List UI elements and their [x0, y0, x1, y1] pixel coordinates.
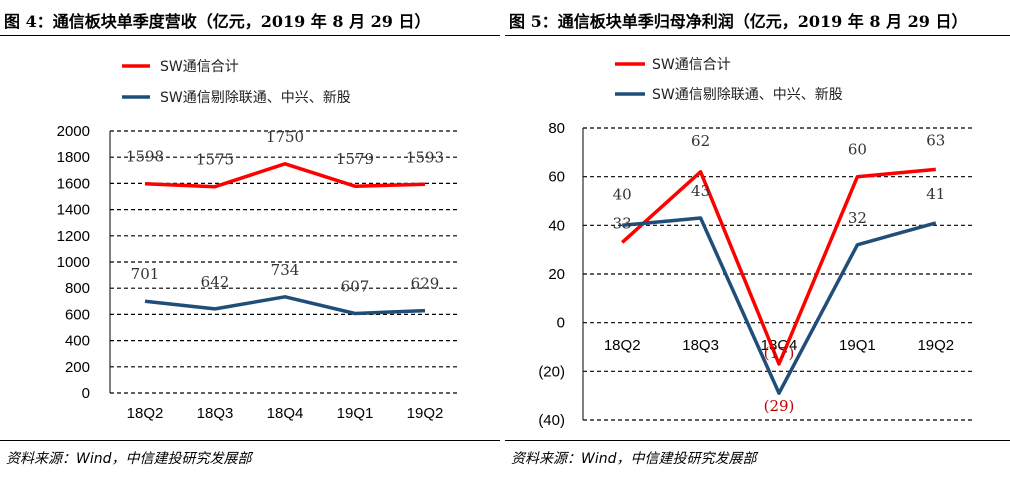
y-tick-label: 2000 — [57, 123, 90, 140]
x-tick-label: 18Q4 — [267, 405, 304, 422]
data-label: 32 — [848, 209, 867, 227]
figure-4-title: 图 4：通信板块单季度营收（亿元，2019 年 8 月 29 日） — [4, 12, 431, 31]
y-tick-label: 80 — [548, 120, 565, 137]
series-line — [621, 167, 936, 366]
data-label: 1598 — [126, 148, 164, 166]
data-label: 43 — [691, 182, 710, 200]
y-tick-label: 40 — [548, 217, 565, 234]
y-tick-label: 1800 — [57, 149, 90, 166]
y-tick-label: 20 — [548, 266, 565, 283]
figure-5-title-rule — [505, 35, 1010, 36]
data-label: 1750 — [266, 128, 304, 146]
y-tick-label: 1000 — [57, 254, 90, 271]
data-label: 629 — [411, 275, 440, 293]
figure-5-bottom-rule — [505, 440, 1010, 441]
y-tick-label: 600 — [65, 306, 90, 323]
x-tick-label: 18Q3 — [682, 337, 719, 354]
data-label: 1593 — [406, 148, 444, 166]
figure-5-title: 图 5：通信板块单季归母净利润（亿元，2019 年 8 月 29 日） — [509, 12, 968, 31]
series-line — [144, 295, 426, 316]
y-tick-label: 1400 — [57, 202, 90, 219]
figure-4-panel: 图 4：通信板块单季度营收（亿元，2019 年 8 月 29 日） 0 200 40… — [0, 0, 500, 499]
data-label: 41 — [926, 185, 945, 203]
y-tick-label: 200 — [65, 359, 90, 376]
data-label: 642 — [201, 273, 230, 291]
x-tick-label: 18Q3 — [197, 405, 234, 422]
y-tick-label: 1200 — [57, 228, 90, 245]
data-label: 1579 — [336, 150, 374, 168]
data-label: 734 — [271, 261, 300, 279]
y-tick-label: 60 — [548, 169, 565, 186]
x-tick-label: 19Q2 — [917, 337, 954, 354]
series-line — [144, 162, 426, 189]
data-label: 701 — [131, 265, 160, 283]
figure-5-source: 资料来源：Wind，中信建投研究发展部 — [511, 451, 757, 467]
y-tick-label: 800 — [65, 280, 90, 297]
data-label: 62 — [691, 132, 710, 150]
x-tick-label: 19Q2 — [407, 405, 444, 422]
x-tick-label: 19Q1 — [839, 337, 876, 354]
legend-label: SW通信剔除联通、中兴、新股 — [160, 90, 351, 106]
x-tick-label: 19Q1 — [337, 405, 374, 422]
y-tick-label: 400 — [65, 333, 90, 350]
legend-label: SW通信合计 — [652, 57, 731, 73]
data-label: 1575 — [196, 151, 234, 169]
series-line — [622, 216, 937, 395]
data-label: (17) — [764, 344, 795, 362]
figure-5-panel: 图 5：通信板块单季归母净利润（亿元，2019 年 8 月 29 日） (40)… — [505, 0, 1010, 499]
y-tick-label: 0 — [82, 385, 90, 402]
y-tick-label: (20) — [538, 363, 565, 380]
y-tick-label: (40) — [538, 412, 565, 429]
figure-4-source: 资料来源：Wind，中信建投研究发展部 — [6, 451, 252, 467]
revenue-chart: 0 200 400 600 800 1000 1200 1400 1600 1800 2000 18Q… — [57, 59, 460, 422]
data-label: 60 — [848, 141, 867, 159]
data-label: 607 — [341, 277, 370, 295]
x-tick-label: 18Q2 — [127, 405, 164, 422]
legend-label: SW通信剔除联通、中兴、新股 — [652, 87, 843, 103]
legend-label: SW通信合计 — [160, 59, 239, 75]
figure-4-bottom-rule — [0, 440, 500, 441]
data-label: 33 — [613, 214, 632, 232]
data-label: 63 — [926, 131, 945, 149]
x-tick-label: 18Q2 — [604, 337, 641, 354]
data-label: (29) — [764, 397, 795, 415]
data-label: 40 — [613, 185, 632, 203]
figure-4-title-rule — [0, 35, 500, 36]
y-tick-label: 0 — [557, 315, 565, 332]
y-tick-label: 1600 — [57, 175, 90, 192]
